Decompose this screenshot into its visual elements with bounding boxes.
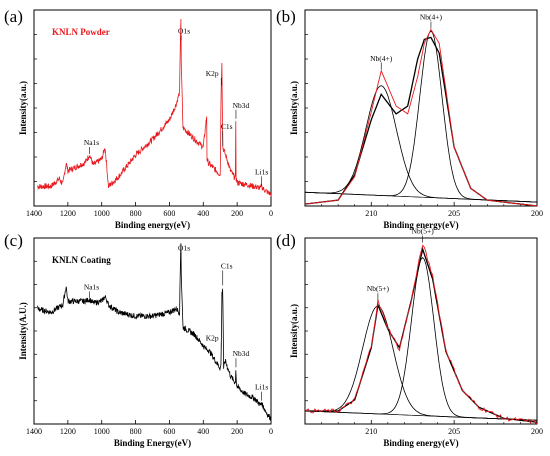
panel-2: (b) 210 205 200 Binding energy(eV) Intensity(… xyxy=(276,7,543,230)
peak-label: Nb3d xyxy=(233,101,250,110)
x-tick-label: 0 xyxy=(269,427,273,436)
fit-envelope xyxy=(304,36,538,207)
plot-frame xyxy=(304,9,538,207)
fit-component-2 xyxy=(305,257,538,421)
x-tick-label: 1000 xyxy=(94,209,110,218)
peak-label: Li1s xyxy=(255,383,268,392)
x-tick-label: 200 xyxy=(231,209,243,218)
peak-label: K2p xyxy=(206,69,219,78)
plot-frame xyxy=(304,237,538,425)
panel-1: (a) 1400 1200 1000 800 600 400 200 0 Binding ener… xyxy=(4,7,273,230)
measured-spectrum xyxy=(304,28,538,207)
panel-letter: (b) xyxy=(276,7,296,26)
x-tick-label: 200 xyxy=(531,209,543,218)
panel-3: (c) 1400 1200 1000 800 600 400 200 0 Binding Ener… xyxy=(4,231,273,448)
legend-label: KNLN Coating xyxy=(52,255,111,265)
x-tick-label: 600 xyxy=(163,427,175,436)
fit-envelope xyxy=(305,246,538,423)
legend-label: KNLN Powder xyxy=(52,27,110,37)
survey-spectrum xyxy=(37,18,272,197)
x-tick-label: 200 xyxy=(531,427,543,436)
peak-label: Nb(4+) xyxy=(370,54,393,63)
peak-label: C1s xyxy=(221,122,233,131)
peak-label: Nb(5+) xyxy=(367,284,390,293)
peak-label: Na1s xyxy=(84,282,99,291)
x-tick-label: 800 xyxy=(130,209,142,218)
peak-label: Nb(5+) xyxy=(412,227,435,236)
x-tick-label: 1200 xyxy=(60,427,76,436)
fit-component-2 xyxy=(305,30,538,203)
panel-letter: (d) xyxy=(276,231,296,250)
peak-label: O1s xyxy=(178,26,190,35)
panel-letter: (c) xyxy=(4,231,23,250)
x-tick-label: 800 xyxy=(130,427,142,436)
x-tick-label: 1000 xyxy=(94,427,110,436)
peak-label: Li1s xyxy=(255,167,268,176)
peak-label: Nb(4+) xyxy=(420,13,443,22)
x-tick-label: 200 xyxy=(231,427,243,436)
plot-frame xyxy=(33,237,272,425)
panel-4: (d) 210 205 200 Binding energy(eV) Intensity(… xyxy=(276,227,543,448)
fit-component-1 xyxy=(305,305,538,421)
x-tick-label: 1400 xyxy=(26,427,42,436)
x-tick-label: 600 xyxy=(163,209,175,218)
x-tick-label: 210 xyxy=(365,209,377,218)
survey-spectrum xyxy=(37,243,272,421)
x-axis-label: Binding Energy(eV) xyxy=(114,438,191,448)
peak-label: K2p xyxy=(206,333,219,342)
measured-spectrum xyxy=(304,244,538,425)
x-tick-label: 400 xyxy=(197,427,209,436)
x-axis-label: Binding energy(eV) xyxy=(115,220,190,230)
peak-label: C1s xyxy=(221,261,233,270)
y-axis-label: Intensity(A.U.) xyxy=(18,302,28,360)
x-tick-label: 1400 xyxy=(26,209,42,218)
panel-letter: (a) xyxy=(4,7,23,26)
peak-label: O1s xyxy=(178,243,190,252)
y-axis-label: Intensity(a.u.) xyxy=(289,304,299,358)
peak-label: Nb3d xyxy=(233,349,250,358)
x-tick-label: 205 xyxy=(448,427,460,436)
x-axis-label: Binding energy(eV) xyxy=(383,220,458,230)
x-axis-label: Binding energy(eV) xyxy=(383,438,458,448)
y-axis-label: Intensity(a.u.) xyxy=(18,81,28,135)
fit-component-1 xyxy=(305,85,538,203)
x-tick-label: 0 xyxy=(269,209,273,218)
x-tick-label: 1200 xyxy=(60,209,76,218)
x-tick-label: 400 xyxy=(197,209,209,218)
y-axis-label: Intensity(a.u.) xyxy=(289,81,299,135)
x-tick-label: 210 xyxy=(365,427,377,436)
peak-label: Na1s xyxy=(84,138,99,147)
x-tick-label: 205 xyxy=(448,209,460,218)
